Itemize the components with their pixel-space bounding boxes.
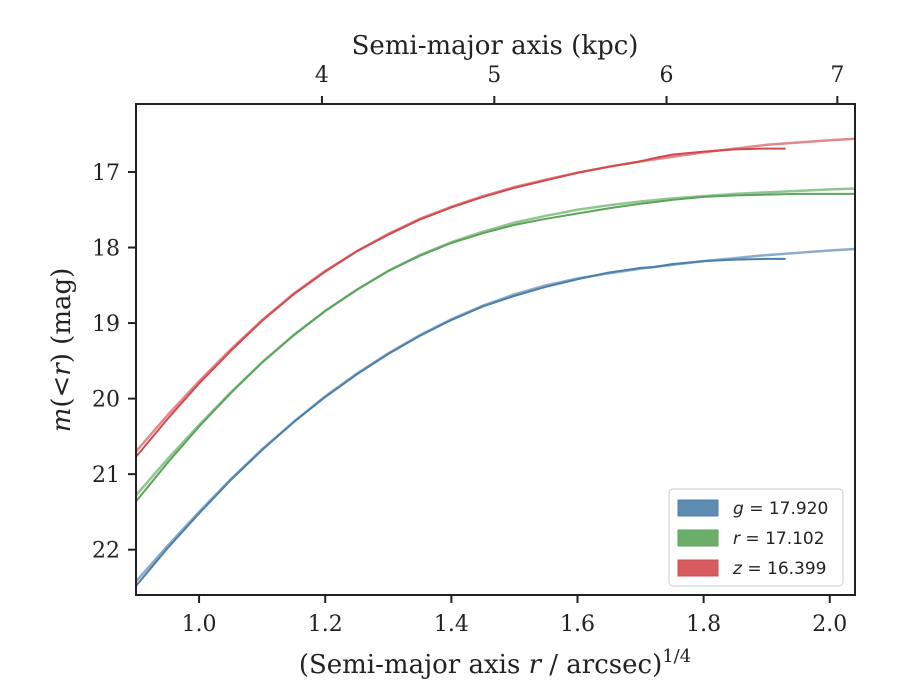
x-tick-label: 1.0 (182, 612, 217, 637)
x-tick-label: 2.0 (812, 612, 847, 637)
legend: g = 17.920 r = 17.102 z = 16.399 (668, 488, 844, 587)
legend-label-z: z = 16.399 (732, 559, 826, 579)
x-axis-label: (Semi-major axis r / arcsec)1/4 (299, 646, 691, 680)
y-tick-label: 17 (92, 161, 120, 186)
x-tick-label: 1.4 (434, 612, 469, 637)
legend-label-r: r = 17.102 (733, 529, 825, 549)
x-tick-label: 1.8 (686, 612, 721, 637)
legend-swatch-r (677, 529, 719, 547)
top-tick-label: 4 (315, 63, 329, 88)
y-tick-label: 20 (92, 388, 120, 413)
top-axis-label: Semi-major axis (kpc) (352, 31, 639, 61)
series-z-line (136, 147, 786, 458)
y-tick-label: 21 (92, 463, 120, 488)
x-tick-label: 1.2 (308, 612, 343, 637)
x-tick-label: 1.6 (560, 612, 595, 637)
series-r-line (136, 192, 855, 502)
legend-label-g: g = 17.920 (733, 499, 828, 519)
legend-swatch-z (677, 559, 719, 577)
y-tick-label: 19 (92, 312, 120, 337)
y-tick-label: 18 (92, 237, 120, 262)
plot-frame (135, 103, 856, 596)
top-tick-label: 6 (660, 63, 674, 88)
plot-lines (136, 137, 855, 587)
axis-ticks: 1.0 1.2 1.4 1.6 1.8 2.0 17 18 19 20 21 22 4 5 6 7 (92, 63, 847, 637)
top-tick-label: 7 (830, 63, 844, 88)
series-g-line (136, 257, 786, 587)
y-tick-label: 22 (92, 539, 120, 564)
top-tick-label: 5 (487, 63, 501, 88)
legend-swatch-g (677, 499, 719, 517)
y-axis-label: m(<r) (mag) (47, 268, 77, 433)
